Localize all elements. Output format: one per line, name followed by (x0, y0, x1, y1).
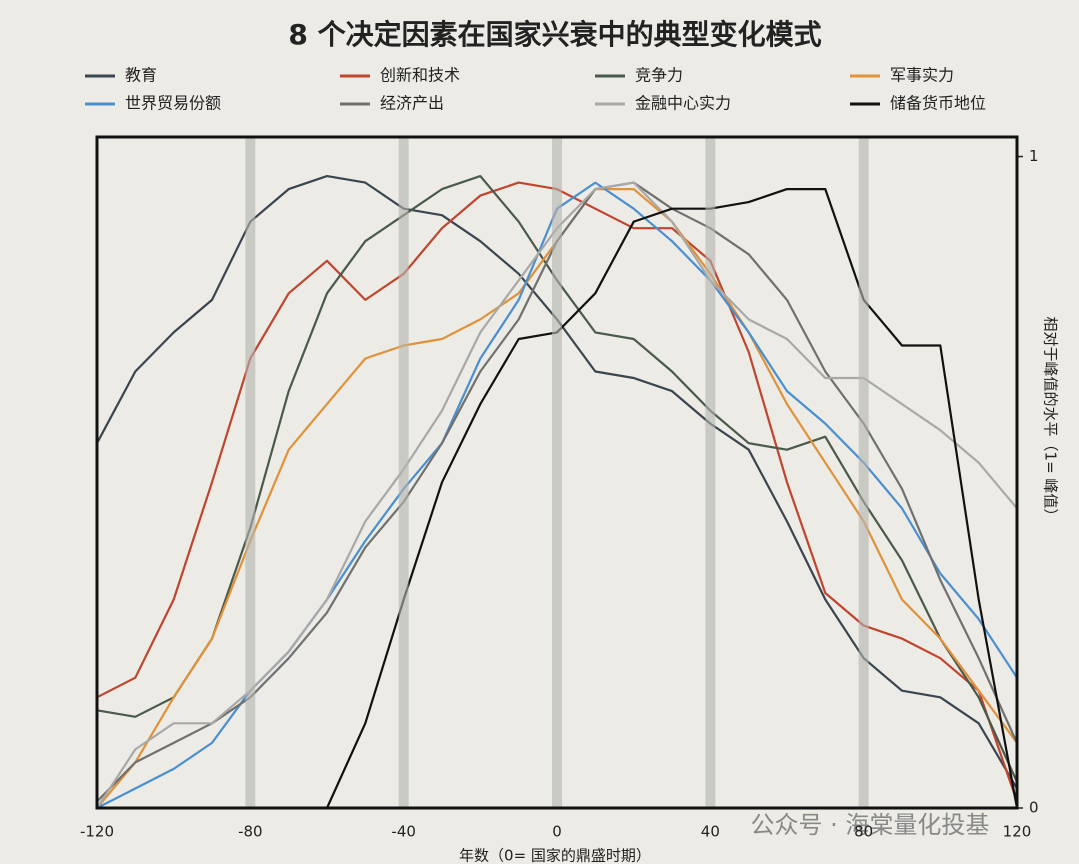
x-tick-label: -40 (391, 823, 416, 841)
legend-label: 竞争力 (635, 66, 683, 85)
chart-title: 8 个决定因素在国家兴衰中的典型变化模式 (288, 18, 821, 51)
y-tick-label: 0 (1029, 799, 1039, 817)
legend-label: 金融中心实力 (635, 94, 731, 113)
x-tick-label: 0 (552, 823, 562, 841)
y-axis-label: 相对于峰值的水平（1= 峰值） (1042, 317, 1060, 524)
x-tick-label: 80 (854, 823, 873, 841)
x-tick-label: -80 (238, 823, 263, 841)
x-axis-label: 年数（0= 国家的鼎盛时期） (459, 847, 651, 864)
legend-label: 创新和技术 (380, 66, 460, 85)
y-tick-label: 1 (1029, 147, 1039, 165)
legend-label: 储备货币地位 (890, 94, 986, 113)
plot-frame (95, 135, 1019, 810)
x-tick-label: 40 (701, 823, 720, 841)
legend-label: 世界贸易份额 (125, 94, 221, 113)
legend-label: 军事实力 (890, 66, 954, 85)
series-line (325, 188, 1019, 809)
watermark: 公众号 · 海棠量化投基 (751, 811, 990, 839)
x-tick-label: -120 (80, 823, 114, 841)
legend-label: 教育 (125, 66, 157, 85)
x-tick-label: 120 (1003, 823, 1032, 841)
legend-label: 经济产出 (380, 94, 444, 113)
